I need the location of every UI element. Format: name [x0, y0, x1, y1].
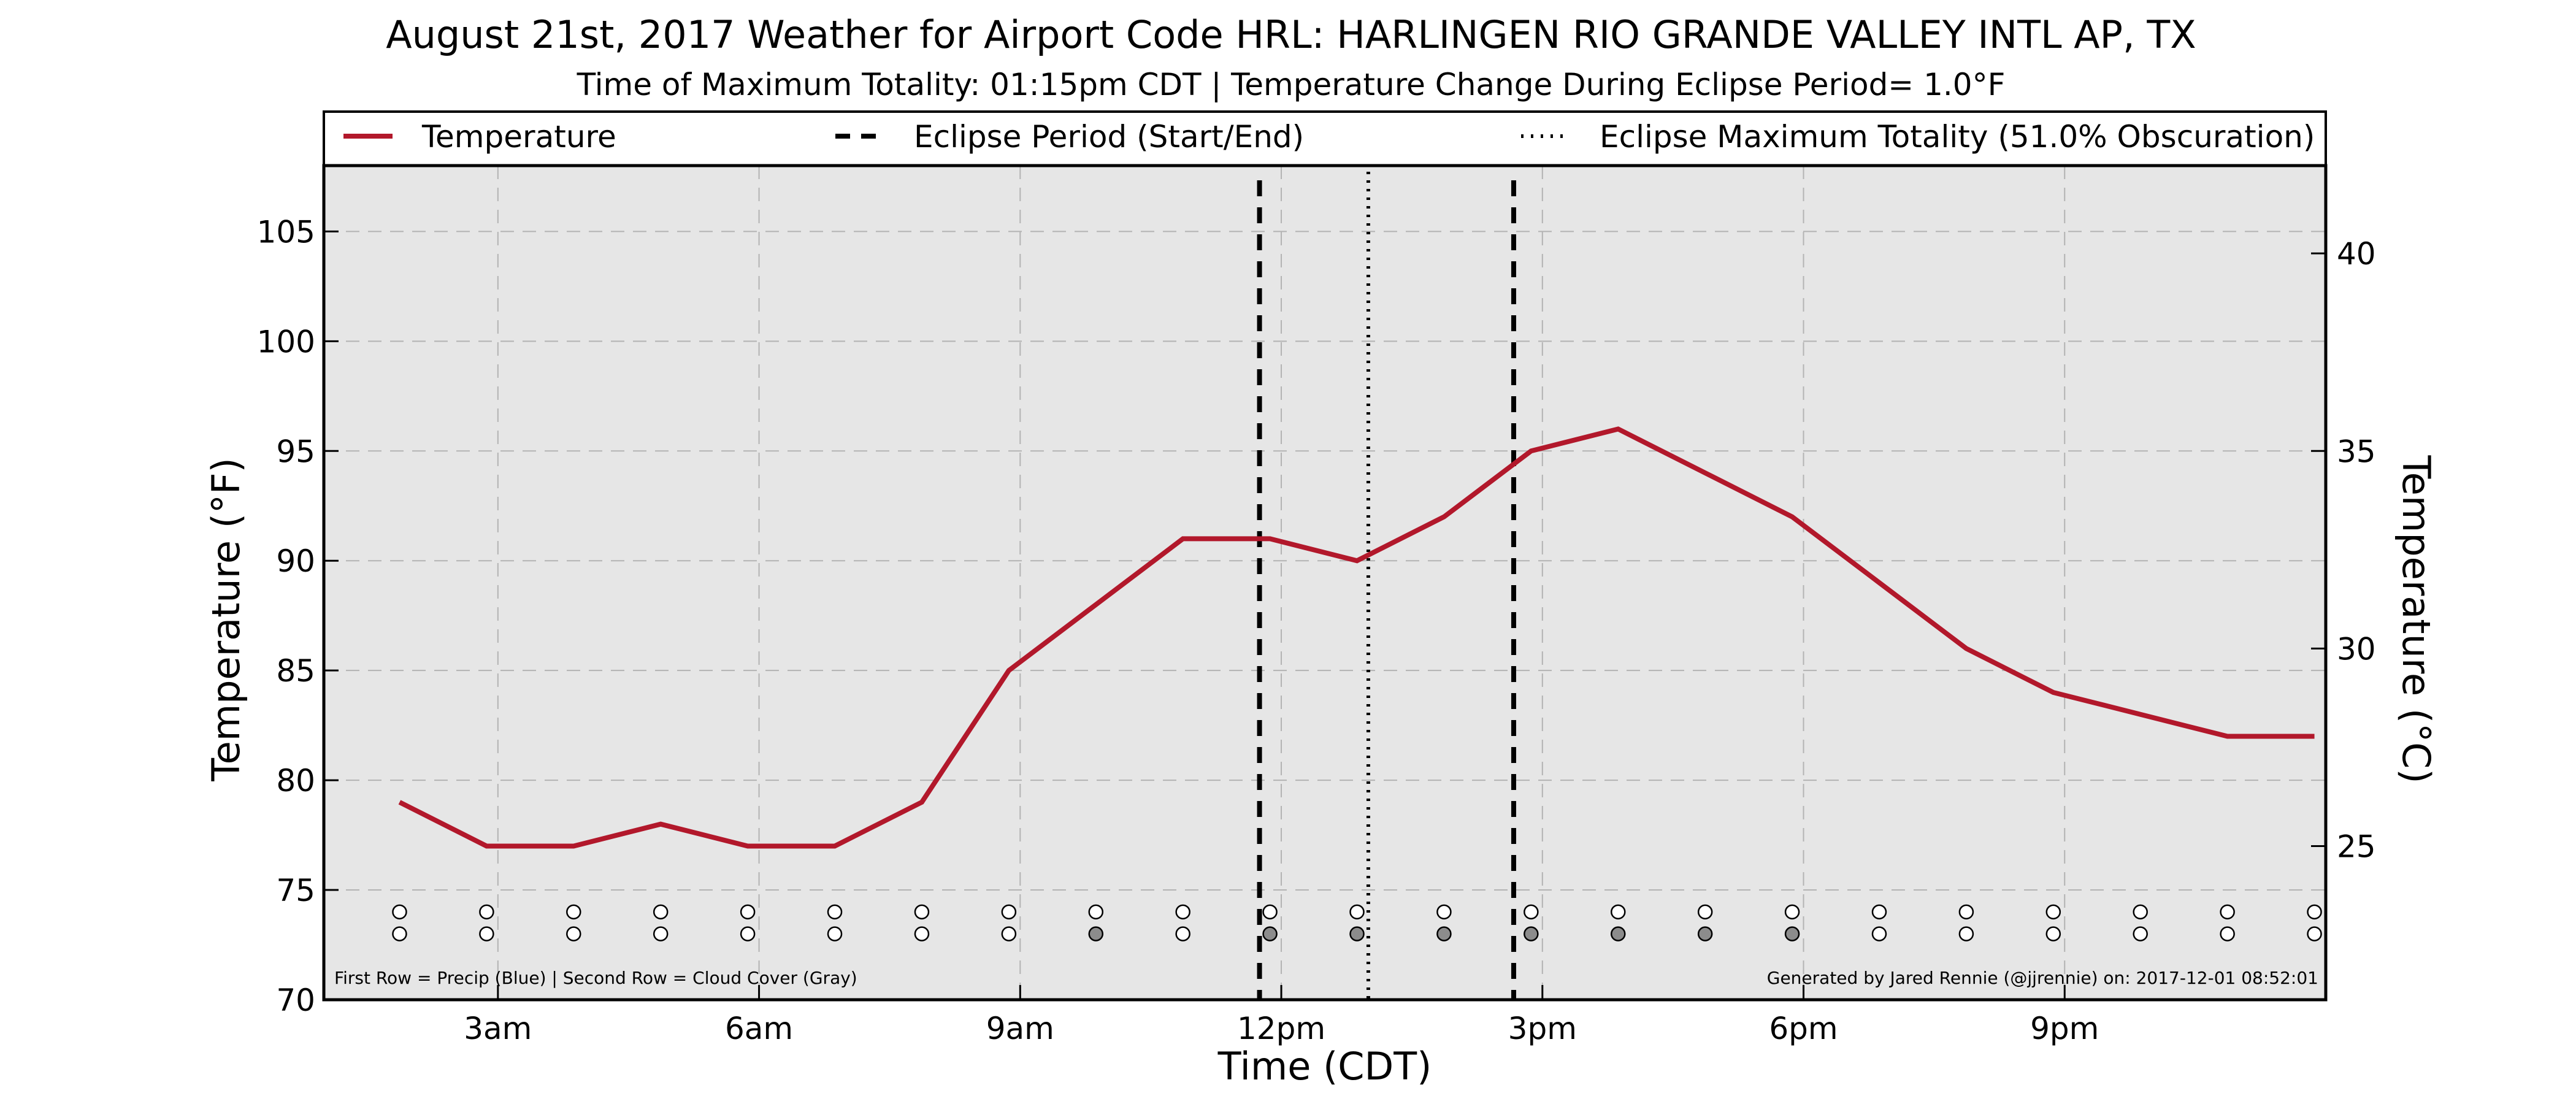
temperature-line [398, 426, 2315, 849]
cloud-cover-marker [740, 926, 756, 941]
x-axis-label: Time (CDT) [1217, 1044, 1432, 1089]
cloud-cover-marker [1088, 926, 1104, 941]
grid-lines [324, 166, 2326, 1000]
legend-box [323, 110, 2327, 167]
cloud-cover-marker [653, 926, 669, 941]
precip-marker [1262, 904, 1278, 920]
y-tick-label-left: 100 [257, 324, 315, 359]
x-tick-label: 6pm [1769, 1011, 1838, 1046]
x-tick-label: 3pm [1508, 1011, 1577, 1046]
cloud-cover-marker [479, 926, 494, 941]
precip-marker [1784, 904, 1800, 920]
cloud-cover-marker [1697, 926, 1713, 941]
y-tick-label-right: 30 [2337, 631, 2376, 667]
y-tick-label-right: 25 [2337, 829, 2376, 864]
precip-marker [2045, 904, 2061, 920]
legend-temperature-label: Temperature [421, 119, 616, 155]
precip-marker [827, 904, 843, 920]
precip-marker [1175, 904, 1190, 920]
cloud-cover-marker [2045, 926, 2061, 941]
observation-markers [392, 904, 2322, 941]
y-tick-label-right: 35 [2337, 434, 2376, 469]
cloud-cover-marker [2220, 926, 2235, 941]
legend-eclipse-period-label: Eclipse Period (Start/End) [914, 119, 1304, 155]
precip-marker [1088, 904, 1104, 920]
chart-title: August 21st, 2017 Weather for Airport Co… [386, 12, 2196, 57]
precip-marker [653, 904, 669, 920]
cloud-cover-marker [1436, 926, 1452, 941]
y-tick-label-left: 85 [276, 653, 315, 689]
y-axis-left-ticks: 70 75 80 85 90 95 100 105 [257, 214, 339, 1018]
precip-marker [392, 904, 407, 920]
cloud-cover-marker [1871, 926, 1887, 941]
chart-subtitle: Time of Maximum Totality: 01:15pm CDT | … [577, 67, 2006, 102]
cloud-cover-marker [392, 926, 407, 941]
precip-marker [914, 904, 930, 920]
y-tick-label-left: 75 [276, 873, 315, 908]
y-tick-label-left: 70 [276, 983, 315, 1018]
cloud-cover-marker [566, 926, 581, 941]
precip-marker [1697, 904, 1713, 920]
cloud-cover-marker [1175, 926, 1190, 941]
y-tick-label-left: 105 [257, 214, 315, 250]
precip-marker [2133, 904, 2148, 920]
cloud-cover-marker [1349, 926, 1365, 941]
precip-marker [1524, 904, 1539, 920]
cloud-cover-marker [1958, 926, 1974, 941]
eclipse-lines [1257, 172, 1516, 1000]
precip-marker [566, 904, 581, 920]
x-tick-label: 6am [725, 1011, 793, 1046]
plot-area [324, 166, 2326, 1000]
precip-marker [479, 904, 494, 920]
footnote-right: Generated by Jared Rennie (@jjrennie) on… [1767, 968, 2318, 988]
legend-eclipse-max-label: Eclipse Maximum Totality (51.0% Obscurat… [1600, 119, 2315, 155]
y-axis-right-ticks: 25 30 35 40 [2311, 236, 2376, 864]
precip-marker [1958, 904, 1974, 920]
temperature-series [398, 426, 2315, 849]
y-tick-label-left: 95 [276, 434, 315, 469]
precip-marker [2307, 904, 2322, 920]
cloud-cover-marker [1001, 926, 1017, 941]
x-tick-label: 12pm [1237, 1011, 1325, 1046]
cloud-cover-marker [2307, 926, 2322, 941]
y-tick-label-left: 80 [276, 763, 315, 799]
cloud-cover-marker [2133, 926, 2148, 941]
x-tick-label: 9am [986, 1011, 1054, 1046]
cloud-cover-marker [1262, 926, 1278, 941]
precip-marker [1871, 904, 1887, 920]
precip-marker [1349, 904, 1365, 920]
precip-marker [740, 904, 756, 920]
precip-marker [2220, 904, 2235, 920]
cloud-cover-marker [827, 926, 843, 941]
x-tick-label: 9pm [2030, 1011, 2099, 1046]
x-axis-ticks: 3am 6am 9am 12pm 3pm 6pm 9pm [464, 985, 2099, 1046]
cloud-cover-marker [1610, 926, 1626, 941]
cloud-cover-marker [914, 926, 930, 941]
cloud-cover-marker [1784, 926, 1800, 941]
plot-frame [322, 164, 2328, 1002]
footnote-left: First Row = Precip (Blue) | Second Row =… [334, 968, 857, 988]
y-axis-label-left: Temperature (°F) [204, 458, 248, 781]
precip-marker [1610, 904, 1626, 920]
x-tick-label: 3am [464, 1011, 532, 1046]
y-tick-label-right: 40 [2337, 236, 2376, 272]
y-tick-label-left: 90 [276, 543, 315, 579]
cloud-cover-marker [1524, 926, 1539, 941]
precip-marker [1001, 904, 1017, 920]
y-axis-label-right: Temperature (°C) [2394, 454, 2439, 783]
precip-marker [1436, 904, 1452, 920]
legend: Temperature Eclipse Period (Start/End) E… [323, 110, 2327, 167]
